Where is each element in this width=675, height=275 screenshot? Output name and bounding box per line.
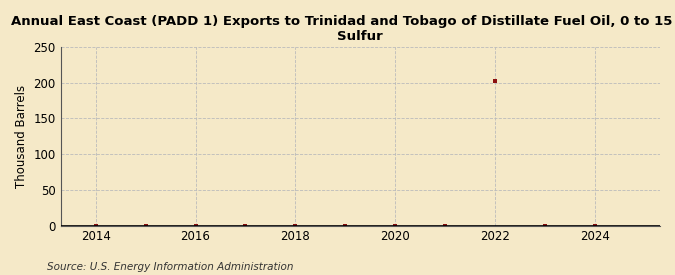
Y-axis label: Thousand Barrels: Thousand Barrels — [15, 85, 28, 188]
Title: Annual East Coast (PADD 1) Exports to Trinidad and Tobago of Distillate Fuel Oil: Annual East Coast (PADD 1) Exports to Tr… — [11, 15, 675, 43]
Text: Source: U.S. Energy Information Administration: Source: U.S. Energy Information Administ… — [47, 262, 294, 272]
